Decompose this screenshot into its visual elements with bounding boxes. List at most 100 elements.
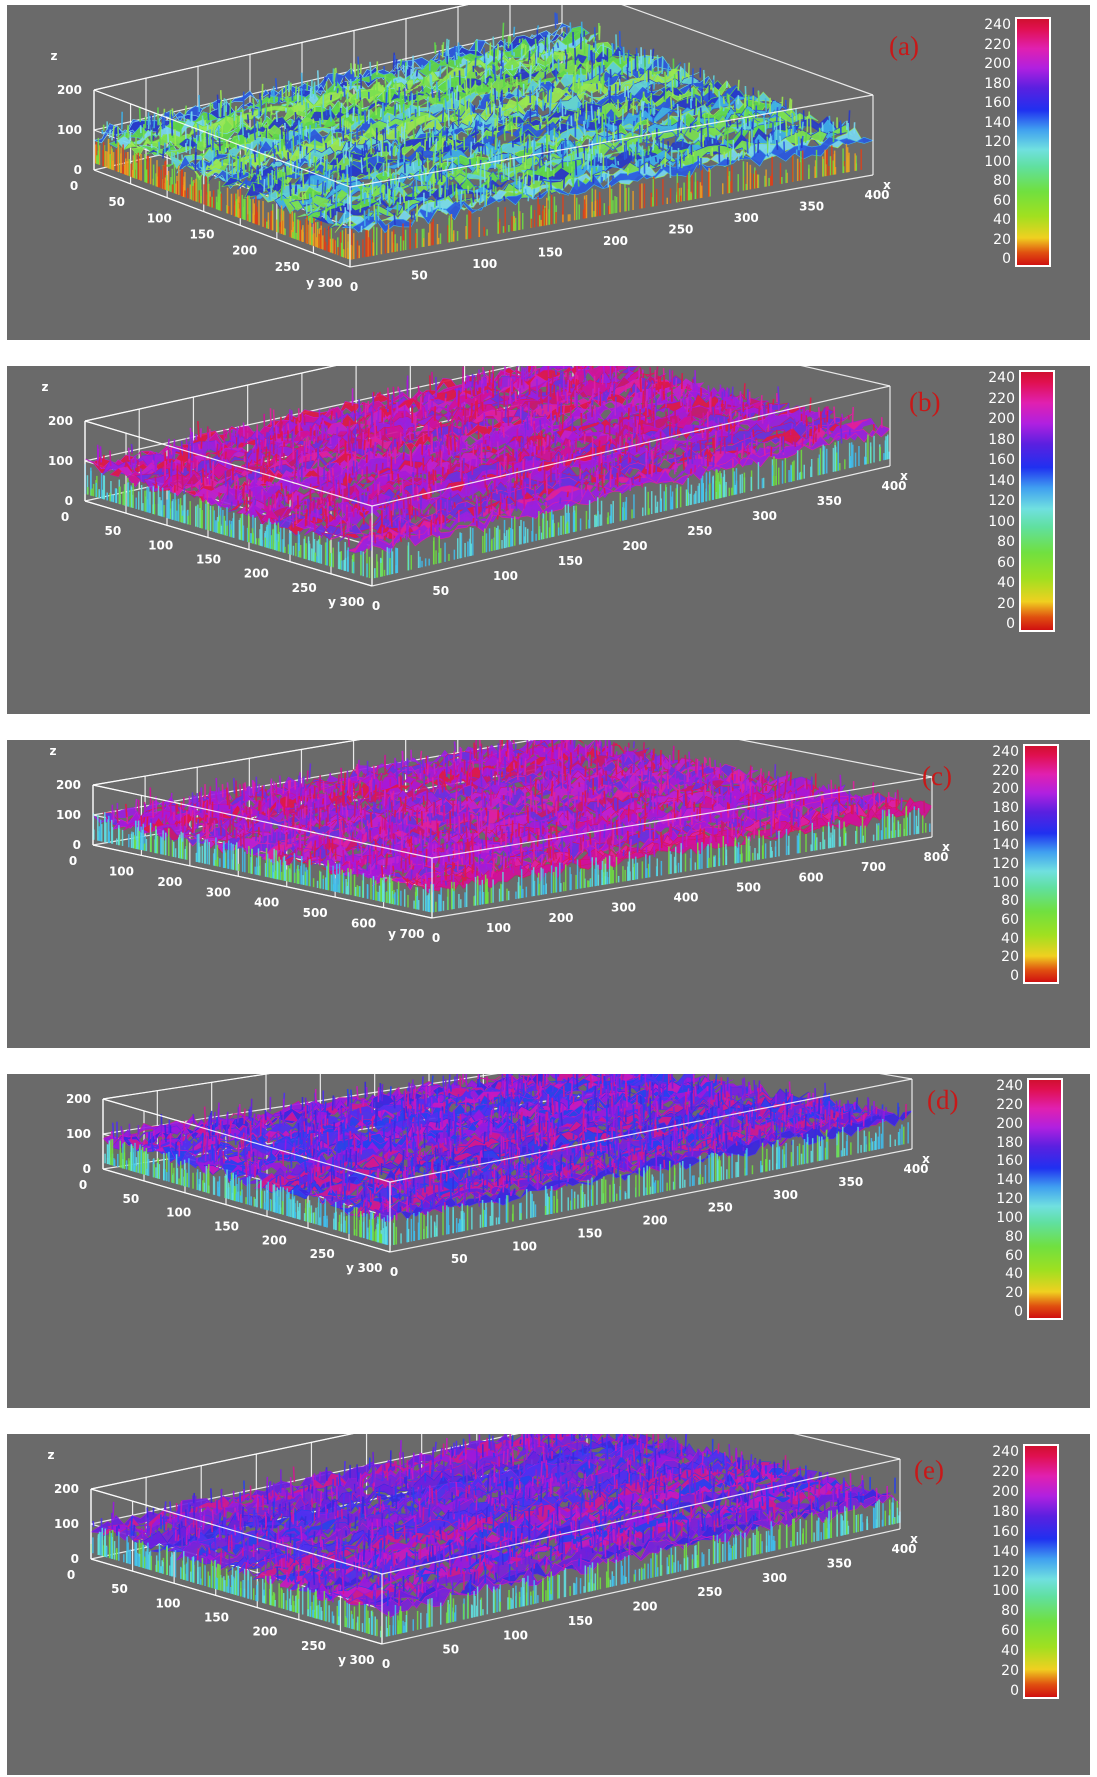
surface-spike (359, 407, 362, 416)
surface-spike (502, 426, 505, 438)
surface-spike (330, 410, 333, 421)
surface-spike (501, 740, 504, 747)
surface-spike (267, 496, 270, 514)
surface-spike (427, 777, 430, 784)
surface-spike (594, 111, 597, 127)
surface-spike (511, 462, 515, 475)
surface-spike (558, 130, 561, 138)
surface-spike (248, 806, 252, 824)
surface-spike (325, 158, 328, 175)
surface-spike (483, 47, 486, 64)
surface-spike (644, 764, 647, 771)
surface-spike (280, 482, 283, 492)
surface-spike (517, 366, 519, 368)
surface-spike (289, 183, 292, 196)
surface-spike (163, 812, 166, 824)
surface-spike (319, 157, 322, 165)
surface-spike (481, 56, 485, 62)
surface-spike (216, 443, 219, 456)
surface-spike (459, 193, 462, 210)
surface-spike (397, 517, 400, 532)
surface-spike (355, 128, 359, 140)
surface-spike (455, 51, 459, 60)
surface-spike (459, 56, 462, 64)
surface-spike (344, 165, 348, 178)
surface-spike (619, 454, 622, 463)
surface-spike (704, 758, 708, 764)
surface-spike (596, 467, 600, 486)
surface-spike (472, 142, 475, 149)
surface-spike (604, 394, 608, 403)
surface-spike (566, 148, 569, 167)
surface-spike (635, 405, 638, 412)
surface-spike (311, 191, 315, 209)
surface-spike (618, 436, 621, 453)
surface-spike (557, 413, 560, 418)
surface-spike (455, 790, 458, 807)
surface-spike (677, 427, 681, 438)
surface-spike (559, 497, 562, 504)
surface-spike (669, 381, 672, 390)
surface-spike (558, 121, 562, 130)
surface-spike (726, 93, 729, 103)
surface-spike (722, 107, 725, 112)
surface-spike (730, 428, 734, 433)
surface-spike (243, 499, 246, 506)
surface-spike (503, 129, 506, 141)
surface-spike (412, 210, 416, 221)
surface-spike (294, 185, 297, 195)
surface-spike (516, 752, 520, 760)
surface-spike (635, 434, 638, 453)
surface-spike (554, 751, 558, 769)
surface-spike (455, 441, 458, 448)
surface-spike (667, 407, 670, 420)
surface-spike (284, 128, 287, 142)
surface-spike (404, 506, 407, 519)
surface-spike (324, 508, 327, 515)
surface-spike (624, 384, 628, 393)
surface-spike (412, 412, 415, 425)
surface-spike (695, 87, 698, 93)
surface-spike (575, 397, 578, 409)
surface-spike (635, 419, 639, 437)
surface-spike (587, 44, 591, 62)
surface-spike (611, 175, 615, 181)
surface-spike (281, 445, 284, 458)
surface-spike (660, 163, 663, 170)
surface-spike (359, 63, 362, 74)
surface-spike (350, 431, 353, 445)
surface-spike (646, 406, 649, 416)
surface-spike (425, 200, 429, 218)
surface-spike (380, 140, 383, 157)
surface-spike (529, 447, 532, 458)
surface-spike (597, 106, 600, 124)
surface-spike (380, 832, 384, 838)
surface-spike (343, 772, 347, 790)
surface-spike (763, 796, 766, 810)
surface-spike (302, 141, 305, 148)
surface-spike (417, 467, 421, 478)
surface-spike (608, 463, 611, 471)
surface-spike (394, 520, 397, 526)
surface-spike (225, 429, 228, 439)
surface-spike (523, 133, 526, 147)
surface-spike (566, 491, 569, 498)
surface-strip (206, 75, 709, 184)
x-tick-label: 50 (432, 584, 449, 598)
surface-spike (359, 205, 362, 213)
surface-spike (534, 485, 537, 501)
surface-spike (290, 140, 294, 156)
surface-spike (628, 366, 631, 378)
surface-spike (694, 434, 697, 445)
surface-spike (255, 477, 258, 484)
surface-spike (474, 40, 477, 58)
surface-spike (746, 138, 749, 154)
surface-spike (579, 109, 582, 115)
surface-spike (524, 44, 527, 56)
surface-spike (743, 434, 746, 448)
z-tick-label: 0 (65, 494, 73, 508)
colorbar-tick-label: 80 (997, 534, 1015, 550)
surface-spike (475, 119, 478, 133)
surface-spike (713, 437, 716, 454)
surface-spike (627, 407, 630, 420)
